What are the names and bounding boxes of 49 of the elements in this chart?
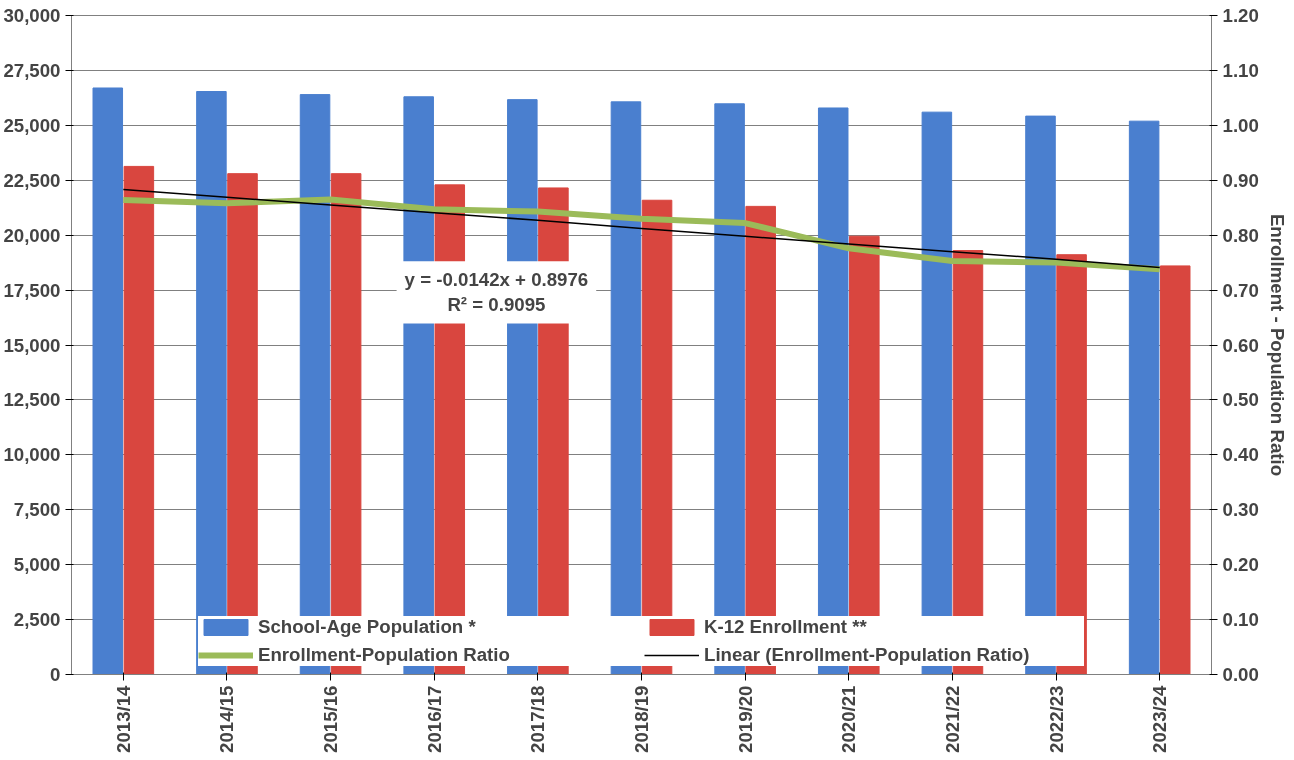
legend-label: School-Age Population * [258, 616, 477, 638]
legend-label: Linear (Enrollment-Population Ratio) [704, 644, 1031, 666]
y2-tick-label: 0.10 [1222, 609, 1259, 631]
y-tick-label: 22,500 [3, 169, 61, 191]
legend-label: K-12 Enrollment ** [704, 616, 868, 638]
y2-tick-label: 0.50 [1222, 389, 1259, 411]
y-tick-label: 7,500 [13, 499, 61, 521]
legend-label: Enrollment-Population Ratio [258, 644, 511, 666]
y-tick-label: 10,000 [3, 444, 61, 466]
x-tick-label: 2019/20 [734, 685, 756, 753]
bar [1128, 120, 1160, 675]
y2-tick-label: 0.40 [1222, 444, 1259, 466]
x-tick-label: 2014/15 [216, 685, 238, 753]
y-tick-label: 20,000 [3, 224, 61, 246]
y2-axis-title: Enrollment - Population Ratio [1266, 213, 1288, 477]
y2-tick-label: 0.80 [1222, 224, 1259, 246]
bar [92, 87, 124, 675]
x-tick-label: 2023/24 [1149, 684, 1171, 753]
bar [196, 91, 227, 675]
annotation: y = -0.0142x + 0.8976 [404, 269, 589, 291]
y2-tick-label: 0.20 [1222, 554, 1259, 576]
x-tick-label: 2018/19 [631, 685, 652, 753]
y-tick-label: 5,000 [13, 554, 61, 576]
x-tick-label: 2016/17 [423, 685, 445, 753]
x-tick-label: 2020/21 [838, 685, 860, 753]
y-tick-label: 17,500 [3, 279, 61, 301]
y2-tick-label: 0.00 [1222, 664, 1259, 685]
y2-tick-label: 1.20 [1222, 5, 1259, 26]
x-tick-label: 2013/14 [112, 684, 134, 753]
x-tick-label: 2021/22 [941, 685, 963, 753]
bar [123, 165, 155, 675]
y2-tick-label: 1.10 [1222, 59, 1259, 81]
y-tick-label: 12,500 [3, 389, 61, 411]
bar [1159, 265, 1191, 675]
y-tick-label: 15,000 [3, 334, 61, 356]
y2-tick-label: 0.30 [1222, 499, 1259, 521]
x-tick-label: 2017/18 [527, 685, 549, 753]
y2-tick-label: 1.00 [1222, 114, 1259, 136]
x-tick-label: 2022/23 [1045, 685, 1067, 753]
y-tick-label: 27,500 [3, 59, 61, 81]
y2-tick-label: 0.70 [1222, 279, 1259, 301]
y-tick-label: 25,000 [3, 114, 61, 136]
annotation: R² = 0.9095 [447, 294, 546, 316]
y-tick-label: 0 [50, 664, 61, 685]
y2-tick-label: 0.60 [1222, 334, 1259, 356]
x-tick-label: 2015/16 [320, 685, 342, 753]
y-tick-label: 2,500 [13, 609, 61, 631]
y2-tick-label: 0.90 [1222, 169, 1259, 191]
y-tick-label: 30,000 [3, 5, 61, 26]
